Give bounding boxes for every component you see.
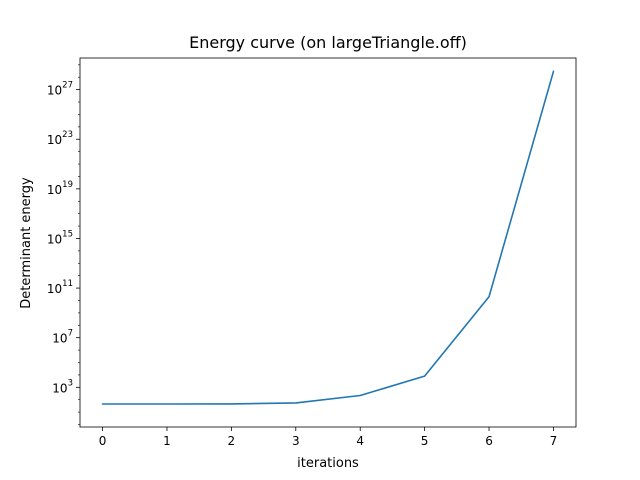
y-tick-label: 1011: [47, 279, 73, 296]
y-tick-label: 1015: [47, 229, 73, 246]
y-tick-label: 1023: [47, 130, 73, 147]
x-tick-label: 1: [163, 434, 171, 448]
x-tick-label: 7: [550, 434, 558, 448]
x-tick-label: 2: [228, 434, 236, 448]
y-tick-label: 1019: [47, 180, 73, 197]
y-axis-label: Determinant energy: [19, 177, 34, 309]
series-line: [101, 70, 555, 405]
x-tick-label: 4: [356, 434, 364, 448]
plot-frame: [79, 57, 577, 428]
y-tick-label: 107: [52, 329, 73, 346]
x-tick-label: 0: [99, 434, 107, 448]
y-tick-label: 103: [52, 378, 73, 395]
x-tick-label: 5: [421, 434, 429, 448]
x-axis-label: iterations: [297, 456, 359, 471]
y-tick-label: 1027: [47, 81, 73, 98]
chart-title: Energy curve (on largeTriangle.off): [189, 33, 467, 52]
x-tick-label: 6: [485, 434, 493, 448]
x-tick-label: 3: [292, 434, 300, 448]
